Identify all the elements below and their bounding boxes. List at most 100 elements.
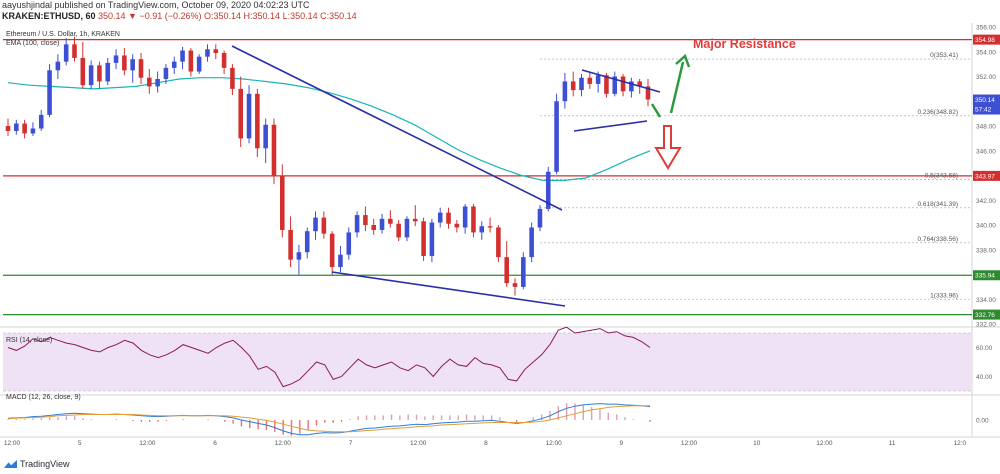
- macd-title: MACD (12, 26, close, 9): [6, 394, 81, 401]
- bar-countdown-label: 57:42: [975, 107, 992, 114]
- rsi-tick-label: 40.00: [976, 374, 993, 381]
- candle-down: [288, 229, 293, 260]
- price-tick-label: 342.00: [976, 198, 996, 205]
- candle-down: [388, 218, 393, 224]
- candle-down: [72, 44, 77, 58]
- price-level-label: 335.94: [975, 273, 995, 280]
- time-tick-label: 12:00: [275, 440, 292, 447]
- ema-100-line: [7, 77, 651, 181]
- time-tick-label: 12:00: [816, 440, 833, 447]
- ticker-line: KRAKEN:ETHUSD, 60 350.14 ▼ −0.91 (−0.26%…: [2, 11, 357, 22]
- candle-up: [462, 206, 468, 228]
- candle-down: [396, 223, 401, 238]
- price-tick-label: 340.00: [976, 223, 996, 230]
- price-tick-label: 332.00: [976, 322, 996, 329]
- macd-tick-label: 0.00: [976, 418, 989, 425]
- candle-up: [171, 61, 177, 68]
- candle-down: [620, 76, 626, 92]
- author-line: aayushjindal published on TradingView.co…: [2, 0, 310, 10]
- candle-down: [645, 86, 651, 100]
- bounce-arrow-stroke: [650, 103, 662, 118]
- candle-down: [22, 123, 27, 134]
- candle-up: [105, 62, 111, 82]
- candle-up: [38, 114, 44, 129]
- time-tick-label: 7: [349, 440, 353, 447]
- candle-up: [30, 128, 36, 134]
- candle-down: [637, 81, 642, 87]
- candle-down: [271, 124, 277, 176]
- time-tick-label: 6: [213, 440, 217, 447]
- time-tick-label: 12:00: [4, 440, 21, 447]
- candle-up: [404, 218, 410, 238]
- candle-down: [570, 81, 576, 91]
- time-tick-label: 11: [889, 440, 896, 447]
- candle-up: [545, 171, 551, 209]
- up-arrow-head: [675, 53, 691, 68]
- price-tick-label: 348.00: [976, 124, 996, 131]
- ticker: KRAKEN:ETHUSD, 60: [2, 11, 96, 21]
- candle-up: [529, 227, 534, 258]
- candle-down: [487, 226, 493, 228]
- candle-up: [163, 67, 169, 79]
- time-tick-label: 12:00: [545, 440, 562, 447]
- candle-up: [180, 50, 185, 62]
- rsi-tick-label: 60.00: [976, 345, 993, 352]
- candle-down: [454, 223, 460, 228]
- price-tick-label: 354.00: [976, 49, 996, 56]
- candle-up: [14, 123, 19, 131]
- candle-down: [587, 77, 593, 84]
- candle-up: [354, 215, 360, 233]
- candle-up: [379, 218, 385, 230]
- candle-down: [221, 52, 227, 68]
- price-level-tag: [973, 270, 1000, 281]
- candle-down: [147, 77, 152, 87]
- price-tick-label: 356.00: [976, 25, 996, 32]
- ema-legend: EMA (100, close): [6, 40, 59, 47]
- candle-down: [80, 57, 86, 86]
- candle-down: [471, 206, 476, 233]
- fib-level-label: 0.764(338.56): [918, 236, 958, 243]
- price-level-tag: [973, 170, 1000, 181]
- fib-level-label: 0.5(343.68): [925, 172, 958, 179]
- time-tick-label: 12:00: [410, 440, 427, 447]
- candle-down: [446, 212, 451, 224]
- price-level-label: 354.98: [975, 37, 995, 44]
- fib-level-label: 1(333.96): [930, 293, 958, 300]
- candle-up: [521, 257, 526, 287]
- candle-down: [188, 50, 194, 72]
- candle-down: [604, 75, 609, 94]
- price-level-tag: [973, 34, 1000, 45]
- fib-level-label: 0.618(341.39): [918, 201, 958, 208]
- rsi-band: [3, 333, 972, 391]
- candle-up: [554, 101, 559, 172]
- candle-up: [88, 65, 94, 86]
- candle-down: [363, 215, 368, 225]
- candle-up: [612, 76, 618, 94]
- rsi-title: RSI (14, close): [6, 337, 52, 344]
- candle-down: [238, 88, 244, 139]
- major-resistance-annotation: Major Resistance: [693, 37, 796, 51]
- candle-down: [213, 49, 219, 53]
- candle-down: [496, 227, 501, 258]
- price-level-tag: [973, 309, 1000, 320]
- time-tick-label: 12:00: [139, 440, 156, 447]
- time-tick-label: 5: [78, 440, 82, 447]
- price-tick-label: 352.00: [976, 74, 996, 81]
- candle-up: [263, 124, 268, 149]
- price-tick-label: 338.00: [976, 247, 996, 254]
- tradingview-logo-icon: [4, 460, 17, 468]
- candle-up: [429, 222, 435, 256]
- candle-down: [512, 283, 518, 287]
- price-tick-label: 346.00: [976, 148, 996, 155]
- candle-down: [138, 59, 144, 78]
- candle-up: [346, 232, 352, 255]
- candle-up: [205, 49, 210, 57]
- descending-trendline: [231, 45, 563, 211]
- candle-up: [304, 231, 310, 253]
- candle-up: [595, 75, 601, 84]
- candle-up: [437, 212, 443, 223]
- triangle-upper-line: [581, 69, 661, 93]
- candle-down: [329, 233, 335, 268]
- candle-down: [280, 175, 285, 230]
